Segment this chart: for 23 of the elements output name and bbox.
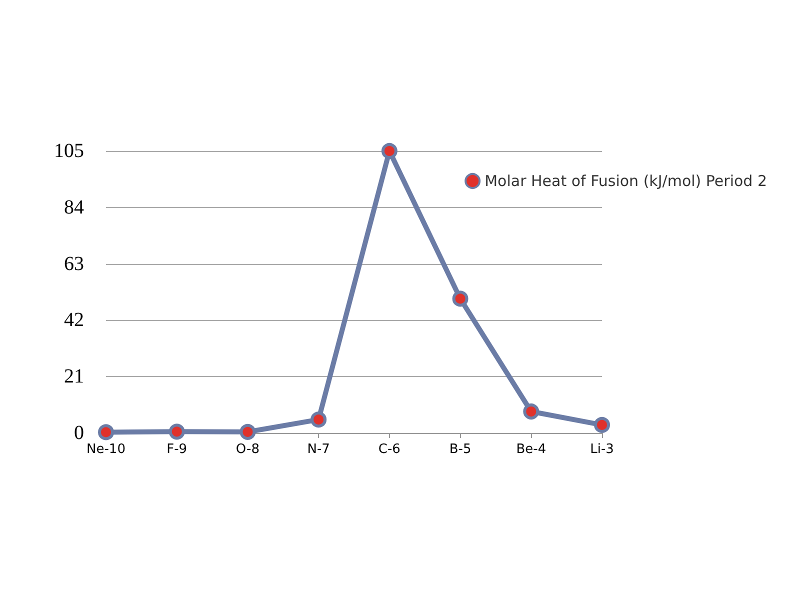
point: [381, 143, 398, 159]
x-tick-label: Be-4: [516, 442, 546, 457]
legend-label: Molar Heat of Fusion (kJ/mol) Period 2: [484, 172, 768, 190]
x-tick-label: O-8: [236, 442, 260, 457]
y-tick-label: 63: [64, 252, 84, 275]
point: [452, 290, 468, 307]
x-tick-label: F-9: [166, 442, 188, 457]
x-tick-label: Li-3: [590, 442, 614, 457]
y-tick-label: 0: [74, 422, 84, 444]
x-tick-label: B-5: [449, 442, 472, 457]
y-tick-label: 42: [64, 309, 84, 332]
x-tick-label: N-7: [307, 442, 330, 457]
y-tick-label: 21: [64, 366, 84, 388]
point: [594, 416, 610, 433]
point: [98, 424, 114, 440]
point: [310, 412, 327, 428]
y-tick-label: 84: [64, 196, 84, 218]
point: [240, 424, 256, 440]
y-tick-label: 105: [54, 140, 84, 162]
x-tick-label: C-6: [378, 442, 400, 457]
x-tick-label: Ne-10: [86, 442, 126, 457]
point: [523, 404, 540, 420]
point: [168, 424, 185, 440]
